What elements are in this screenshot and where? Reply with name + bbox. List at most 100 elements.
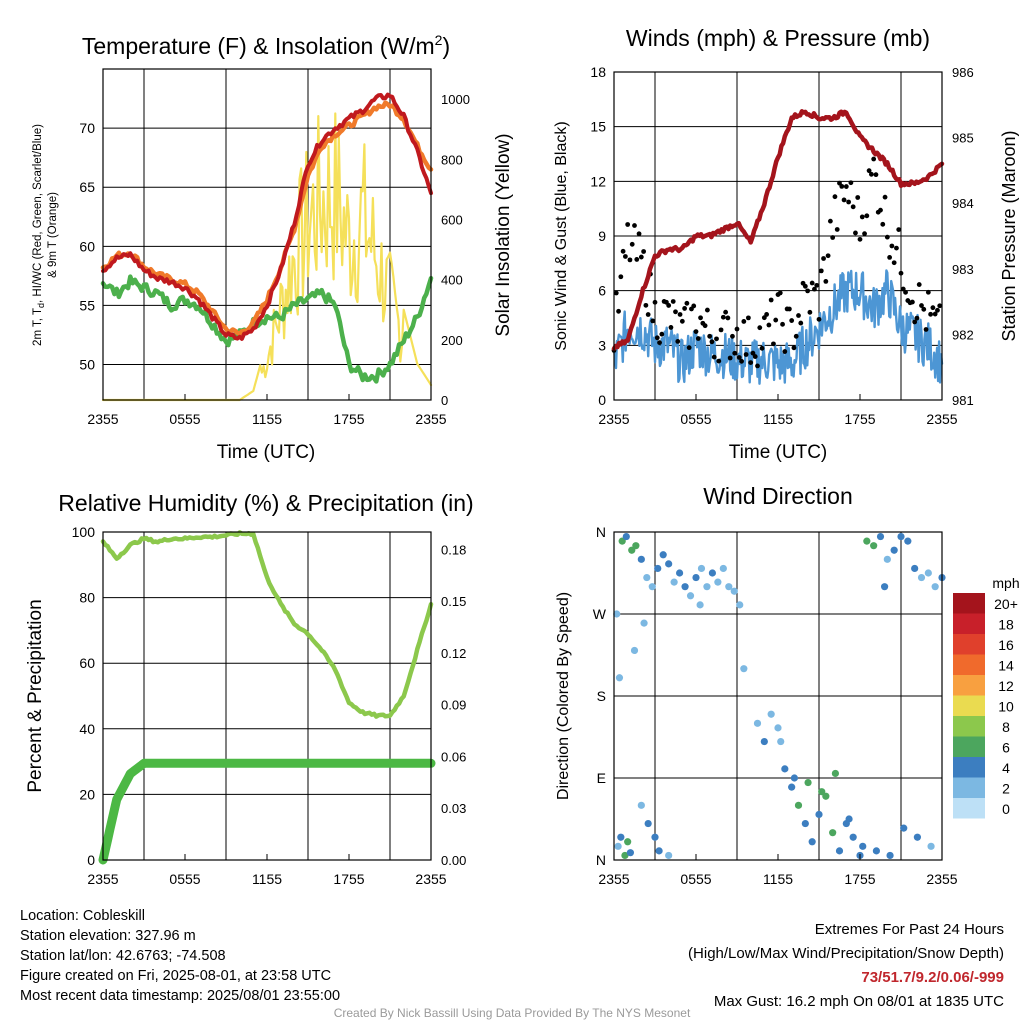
x-tick-label: 0555 [680,871,711,887]
gust-point [668,325,674,330]
legend-swatch [953,613,985,634]
direction-point [676,569,684,577]
gust-point [891,260,897,266]
gust-point [925,289,931,295]
sonic-wind-line [612,269,944,385]
gust-point [802,283,808,289]
direction-point [725,583,733,591]
x-tick-label: 1755 [844,871,875,887]
gust-point [654,335,660,341]
humidity-ticks: 2355 0555 1155 1755 2355 0 20 40 60 80 100 0.00 0.03… [72,524,467,887]
gust-point [732,350,738,356]
gust-point [880,221,886,227]
direction-point [632,542,640,550]
direction-point [788,783,796,791]
direction-point [665,851,673,860]
direction-point [643,573,651,582]
gust-point [773,317,779,323]
gust-point [889,243,895,249]
left-tick-label: 0 [87,852,95,868]
direction-point [904,537,912,545]
left-tick-label: W [593,606,607,622]
gust-point [786,306,792,312]
gust-point [903,289,908,295]
gust-point [620,248,626,254]
direction-point [637,801,645,809]
direction-title: Wind Direction [703,483,853,509]
direction-point [692,573,700,582]
direction-point [863,537,871,545]
gust-point [914,315,920,321]
gust-point [821,256,826,261]
temperature-right-ylabel: Solar Insolation (Yellow) [493,133,514,336]
station-latlon: Station lat/lon: 42.6763; -74.508 [20,948,226,964]
gust-point [848,180,854,186]
gust-point [909,299,915,305]
left-tick-label: 18 [590,64,606,80]
gust-point [768,297,774,303]
gust-point [709,339,715,345]
right-tick-label: 983 [952,262,974,277]
direction-point [917,573,926,582]
right-tick-label: 986 [952,65,974,80]
gust-point [632,223,637,228]
direction-point [686,592,695,600]
legend-label: 18 [998,617,1014,633]
legend-title: mph [992,575,1019,591]
x-tick-label: 2355 [598,411,629,427]
direction-point [630,646,639,655]
gust-point [720,314,726,320]
direction-point [708,569,717,577]
direction-point [736,601,744,609]
x-tick-label: 1155 [252,871,282,887]
direction-point [730,587,738,595]
gust-point [645,312,651,317]
gust-point [652,299,658,305]
dewpoint-line [100,274,434,384]
direction-point [781,765,789,773]
left-tick-label: 55 [79,297,95,313]
right-tick-label: 0.03 [441,801,466,816]
temperature-xlabel: Time (UTC) [217,442,316,463]
direction-point [818,788,826,796]
gust-point [862,231,867,237]
direction-point [696,601,704,609]
gust-point [894,245,899,251]
direction-point [617,833,625,841]
left-tick-label: 6 [598,283,606,299]
direction-point [654,564,662,573]
direction-point [703,583,711,591]
winds-left-ylabel: Sonic Wind & Gust (Blue, Black) [553,121,570,350]
gust-point [884,234,890,240]
x-tick-label: 1155 [763,871,793,887]
direction-point [637,555,645,563]
gust-point [887,255,893,260]
legend-label: 20+ [994,596,1018,612]
gust-point [857,236,863,242]
direction-point [648,583,656,591]
left-tick-label: 60 [79,238,95,254]
x-tick-label: 1755 [333,411,364,427]
direction-point [876,532,885,541]
x-tick-label: 2355 [87,871,118,887]
legend-swatch [953,593,985,614]
direction-point [790,774,799,782]
direction-point [767,710,775,718]
gust-point [878,207,883,213]
gust-point [711,354,717,360]
x-tick-label: 0555 [169,411,200,427]
gust-point [930,305,936,311]
right-tick-label: 800 [441,152,463,167]
x-tick-label: 2355 [87,411,118,427]
figure-created: Figure created on Fri, 2025-08-01, at 23… [20,968,332,984]
legend-label: 2 [1002,781,1010,797]
left-tick-label: 9 [598,228,606,244]
gust-point [618,274,624,280]
direction-point [613,610,621,618]
gust-point [818,268,824,274]
gust-point [686,345,692,351]
gust-point [736,355,742,360]
right-tick-label: 0.09 [441,698,466,713]
gust-point [912,319,918,325]
